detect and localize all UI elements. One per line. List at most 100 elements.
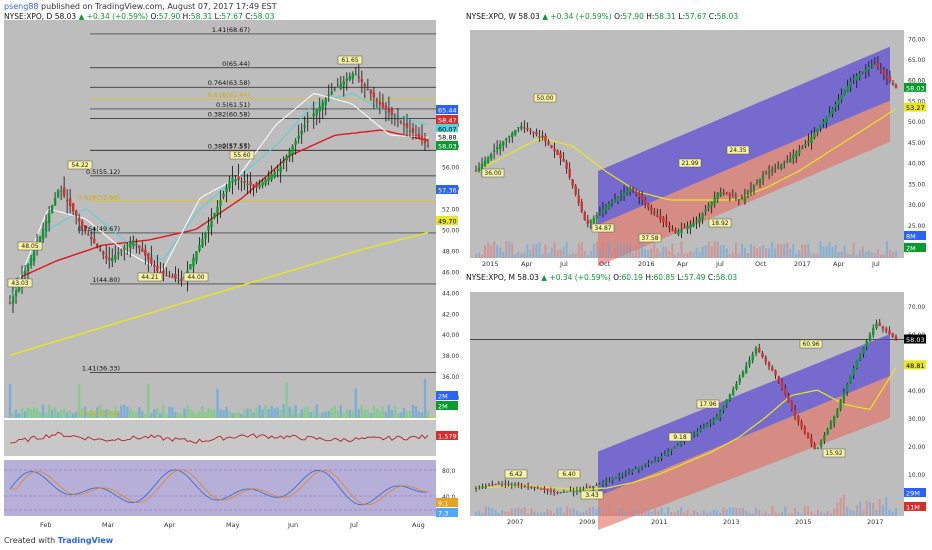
daily-candle xyxy=(174,274,177,279)
monthly-volume-bar xyxy=(575,510,578,516)
daily-volume-tag-bg xyxy=(436,391,458,400)
daily-volume-bar xyxy=(105,409,108,418)
daily-volume-bar xyxy=(363,409,367,418)
monthly-title: NYSE:XPO, M 58.03 ▲ +0.34 (+0.59%) O:60.… xyxy=(466,273,737,282)
weekly-volume-bar xyxy=(843,245,846,258)
daily-volume-bar xyxy=(80,407,84,418)
monthly-volume-bar xyxy=(895,508,897,516)
daily-ma-cyan xyxy=(9,93,429,293)
weekly-candle xyxy=(707,205,710,209)
daily-volume-bar xyxy=(180,413,183,418)
monthly-candle xyxy=(738,377,741,383)
weekly-volume-bar xyxy=(523,252,526,258)
daily-y-tick: 38.00 xyxy=(442,353,459,360)
weekly-candle xyxy=(498,144,502,150)
daily-candle xyxy=(384,105,388,110)
weekly-candle xyxy=(644,199,647,204)
weekly-candle xyxy=(770,170,774,172)
monthly-candle xyxy=(751,353,754,361)
monthly-volume-bar xyxy=(745,510,748,516)
monthly-candle xyxy=(530,486,533,488)
weekly-candle xyxy=(758,178,762,183)
weekly-volume-bar xyxy=(526,244,529,258)
monthly-chart xyxy=(470,292,904,530)
daily-candle xyxy=(41,228,45,239)
weekly-volume-bar xyxy=(577,243,580,258)
weekly-volume-bar xyxy=(635,243,638,258)
daily-candle xyxy=(345,78,349,81)
weekly-volume-bar xyxy=(762,245,765,258)
author-link[interactable]: pseng88 xyxy=(4,2,39,11)
monthly-volume-bar xyxy=(667,507,670,516)
daily-indicator-line xyxy=(9,431,429,444)
monthly-volume-tag-bg xyxy=(904,488,926,497)
weekly-candle xyxy=(813,132,816,139)
weekly-candle xyxy=(755,182,759,184)
monthly-volume-bar xyxy=(728,507,731,516)
weekly-candle xyxy=(613,199,617,202)
weekly-y-tick: 35.00 xyxy=(908,181,925,188)
weekly-volume-tag: 2M xyxy=(906,245,916,253)
monthly-volume-bar xyxy=(501,509,504,516)
monthly-y-tick: 40.00 xyxy=(908,388,925,395)
daily-volume-bar xyxy=(255,407,258,418)
daily-candle xyxy=(288,150,291,156)
monthly-volume-bar xyxy=(738,508,741,516)
weekly-x-tick: 2015 xyxy=(482,260,499,268)
monthly-candle xyxy=(758,347,761,353)
weekly-volume-bar xyxy=(610,252,613,258)
monthly-volume-bar xyxy=(514,508,517,516)
daily-volume-bar xyxy=(237,412,240,418)
weekly-volume-bar xyxy=(601,241,604,258)
daily-candle xyxy=(381,102,385,108)
monthly-candle xyxy=(852,367,855,376)
tradingview-brand[interactable]: TradingView xyxy=(57,536,114,545)
weekly-y-tick: 65.00 xyxy=(908,57,925,64)
monthly-candle xyxy=(497,483,500,485)
daily-volume-bar xyxy=(93,413,96,418)
daily-candle xyxy=(333,88,336,90)
daily-volume-bar xyxy=(156,408,159,418)
weekly-candle xyxy=(477,167,481,172)
daily-candle xyxy=(129,242,132,248)
weekly-candle xyxy=(511,132,514,138)
monthly-volume-bar xyxy=(650,511,653,516)
monthly-candle xyxy=(605,480,608,483)
daily-price-tag: 65.44 xyxy=(438,107,457,115)
daily-candle xyxy=(327,94,330,96)
weekly-candle xyxy=(665,220,668,226)
daily-y-tick: 50.00 xyxy=(442,227,459,234)
daily-y-tick: 48.00 xyxy=(442,248,459,255)
daily-volume-bar xyxy=(213,409,216,418)
weekly-candle xyxy=(495,147,499,150)
weekly-candle xyxy=(616,197,620,201)
daily-candle xyxy=(420,135,424,141)
monthly-volume-bar xyxy=(696,511,699,516)
daily-volume-tag: 2M xyxy=(438,403,448,411)
weekly-volume-tag-bg xyxy=(904,243,926,252)
daily-volume-bar xyxy=(207,407,210,418)
monthly-candle xyxy=(793,409,797,417)
daily-stoch-tick: 80.0 xyxy=(442,468,456,475)
monthly-candle xyxy=(790,401,794,410)
daily-candle xyxy=(405,123,409,128)
weekly-volume-bar xyxy=(604,254,607,258)
monthly-volume-bar xyxy=(803,506,806,516)
monthly-volume-bar xyxy=(631,509,634,516)
monthly-candle xyxy=(634,468,637,470)
monthly-volume-bar xyxy=(699,513,702,516)
monthly-candle xyxy=(673,446,676,449)
weekly-volume-bar xyxy=(541,253,544,258)
daily-volume-bar xyxy=(276,407,279,418)
weekly-volume-bar xyxy=(613,247,616,258)
weekly-volume-bar xyxy=(749,243,752,258)
weekly-candle xyxy=(474,170,478,172)
monthly-candle xyxy=(592,485,595,488)
weekly-volume-bar xyxy=(508,241,511,258)
monthly-candle xyxy=(712,419,715,423)
weekly-candle xyxy=(725,193,728,195)
monthly-x-tick: 2017 xyxy=(867,518,884,526)
weekly-volume-bar xyxy=(535,243,538,258)
weekly-candle xyxy=(888,76,892,82)
daily-candle xyxy=(267,176,270,181)
